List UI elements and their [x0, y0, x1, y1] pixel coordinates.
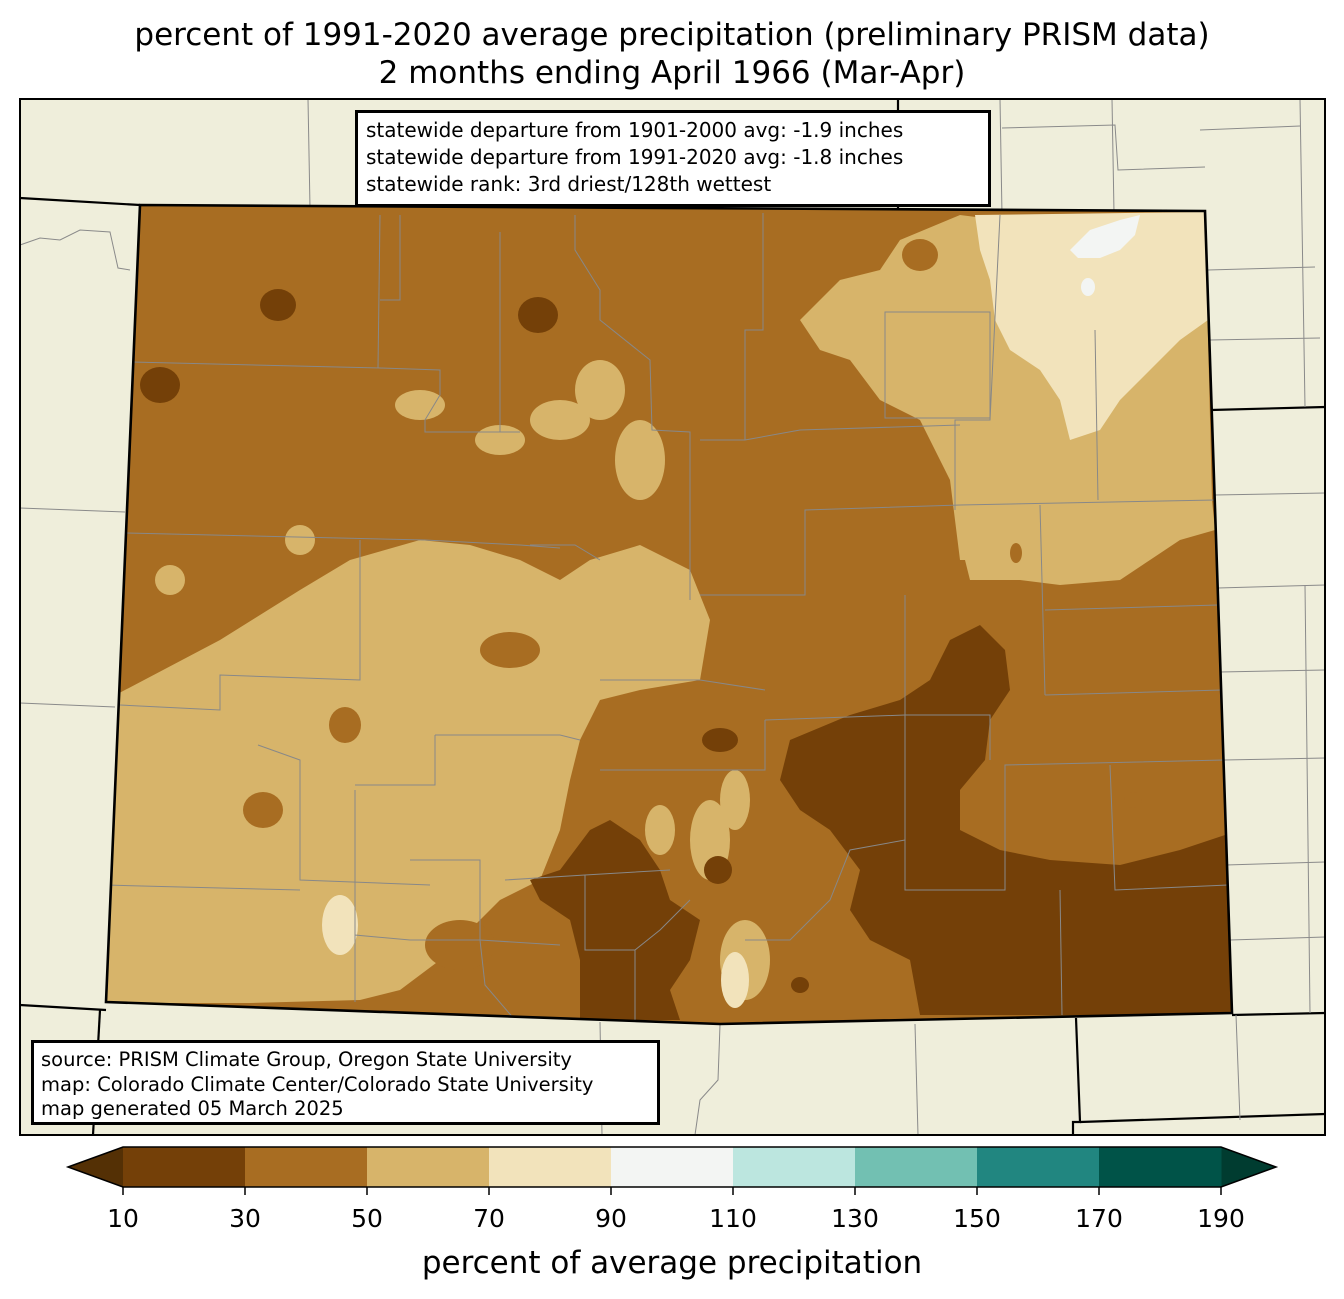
colorbar-segment: [855, 1147, 978, 1187]
colorbar-under-arrow: [68, 1147, 123, 1187]
colorbar-tick-label: 10: [107, 1204, 139, 1233]
map-subtitle: 2 months ending April 1966 (Mar-Apr): [378, 55, 966, 91]
colorbar-tick-label: 30: [229, 1204, 261, 1233]
colorado-border: [104, 203, 1234, 1026]
statewide-stats-box: statewide departure from 1901-2000 avg: …: [355, 110, 991, 207]
map-title: percent of 1991-2020 average precipitati…: [134, 17, 1210, 53]
stats-departure-1991-2020: statewide departure from 1991-2020 avg: …: [366, 145, 904, 169]
colorbar-segment: [367, 1147, 490, 1187]
map-generated-line: map generated 05 March 2025: [41, 1097, 344, 1120]
source-box: source: PRISM Climate Group, Oregon Stat…: [31, 1040, 660, 1125]
colorbar-segment: [1099, 1147, 1222, 1187]
colorbar-tick-label: 90: [595, 1204, 627, 1233]
colorbar-tick-label: 150: [953, 1204, 1001, 1233]
colorbar-segment: [611, 1147, 734, 1187]
colorbar-tick-label: 190: [1197, 1204, 1245, 1233]
colorbar-segment: [245, 1147, 368, 1187]
stats-rank: statewide rank: 3rd driest/128th wettest: [366, 172, 772, 196]
colorbar-tick-label: 70: [473, 1204, 505, 1233]
colorbar-over-arrow: [1221, 1147, 1276, 1187]
colorbar-segment: [733, 1147, 856, 1187]
contour-dry-islands: [243, 239, 1142, 970]
contour-90-110: [1070, 215, 1140, 296]
county-lines: [106, 213, 1229, 1021]
contour-70-90: [322, 212, 1208, 1008]
contour-10-30: [140, 289, 1232, 1020]
colorbar: [65, 1146, 1279, 1195]
colorbar-segment: [977, 1147, 1100, 1187]
map-credit-line: map: Colorado Climate Center/Colorado St…: [41, 1072, 594, 1096]
colorbar-segment: [489, 1147, 612, 1187]
colorbar-tick-label: 130: [831, 1204, 879, 1233]
colorbar-tick-label: 170: [1075, 1204, 1123, 1233]
map-frame: [19, 98, 1326, 1136]
source-line: source: PRISM Climate Group, Oregon Stat…: [41, 1048, 572, 1071]
colorbar-tick-label: 110: [709, 1204, 757, 1233]
colorbar-segment: [123, 1147, 246, 1187]
precipitation-contours: [106, 205, 1232, 1024]
colorbar-label: percent of average precipitation: [421, 1245, 923, 1281]
stats-departure-1901-2000: statewide departure from 1901-2000 avg: …: [366, 118, 904, 142]
colorbar-tick-label: 50: [351, 1204, 383, 1233]
